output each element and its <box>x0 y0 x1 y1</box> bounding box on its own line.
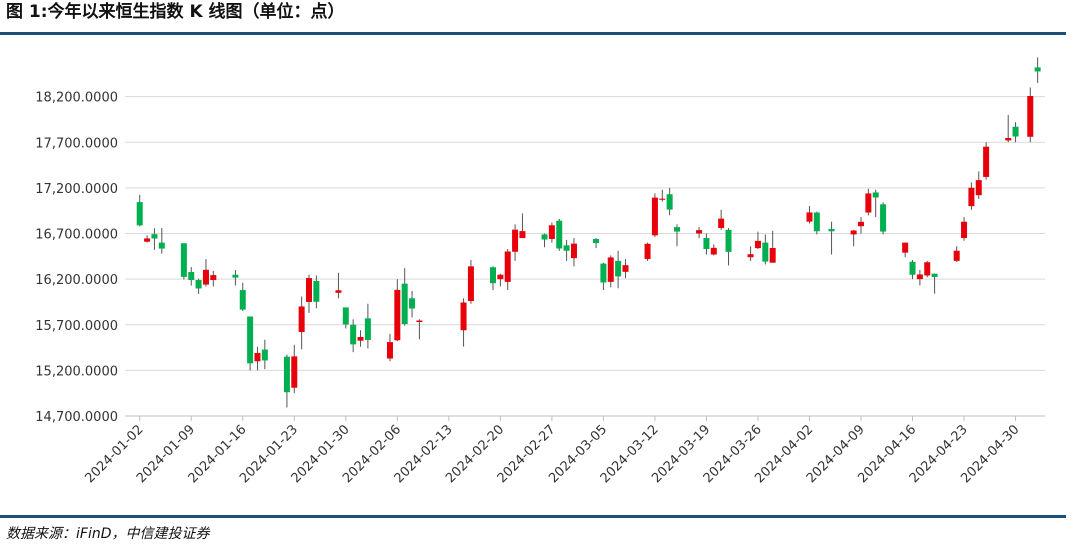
candle-body <box>357 336 364 341</box>
candle-body <box>416 320 423 323</box>
candle-body <box>497 274 504 280</box>
candle-body <box>651 197 658 236</box>
candle-body <box>593 238 600 243</box>
candle-body <box>1027 95 1034 137</box>
y-tick-label: 15,200.0000 <box>35 364 118 379</box>
footer-rule <box>0 515 1066 518</box>
candle-body <box>813 212 820 232</box>
candle-body <box>975 180 982 196</box>
candle-body <box>850 230 857 235</box>
candle-body <box>548 225 555 239</box>
y-tick-label: 16,200.0000 <box>35 273 118 288</box>
candle-body <box>924 262 931 276</box>
candle-body <box>703 238 710 250</box>
candle-body <box>335 290 342 293</box>
chart-title: 图 1:今年以来恒生指数 K 线图（单位：点） <box>6 1 345 22</box>
candle-body <box>674 227 680 232</box>
candle-body <box>460 302 467 331</box>
candle-body <box>880 204 887 232</box>
candle-body <box>519 231 526 239</box>
candle-body <box>828 228 835 232</box>
candle-body <box>512 229 519 252</box>
y-tick-label: 14,700.0000 <box>35 410 118 425</box>
y-tick-label: 15,700.0000 <box>35 319 118 334</box>
candle-body <box>350 324 357 345</box>
candle-body <box>188 272 195 281</box>
candle-body <box>210 275 217 281</box>
candle-body <box>394 289 401 341</box>
candle-body <box>570 243 577 259</box>
candle-body <box>254 352 261 362</box>
candle-body <box>961 221 968 239</box>
candle-body <box>232 274 239 278</box>
candle-body <box>180 243 187 277</box>
candle-body <box>291 356 298 388</box>
candle-body <box>747 254 754 258</box>
candle-body <box>858 221 864 227</box>
candle-body <box>983 146 990 177</box>
candle-body <box>931 273 938 277</box>
candle-body <box>902 242 909 253</box>
candle-body <box>968 187 975 207</box>
candle-body <box>1005 137 1012 141</box>
candle-body <box>239 290 246 310</box>
candle-body <box>202 269 209 285</box>
candle-body <box>364 318 371 340</box>
source-note: 数据来源：iFinD，中信建投证券 <box>6 526 210 542</box>
candle-body <box>467 266 474 302</box>
candle-body <box>644 243 651 260</box>
candle-body <box>504 251 511 282</box>
candle-body <box>600 263 607 283</box>
candle-body <box>872 192 879 198</box>
candle-body <box>563 245 570 251</box>
candle-body <box>659 198 666 200</box>
candle-body <box>261 349 268 361</box>
candle-body <box>806 212 813 222</box>
candle-body <box>151 234 158 239</box>
candle-body <box>313 280 320 302</box>
candle-body <box>725 229 732 252</box>
candle-body <box>247 316 254 364</box>
candle-body <box>769 248 776 263</box>
candle-body <box>710 247 717 255</box>
candle-body <box>409 298 416 309</box>
candle-body <box>754 240 761 249</box>
candle-body <box>615 260 622 277</box>
candle-body <box>401 283 408 325</box>
candle-body <box>953 250 960 261</box>
candle-body <box>1012 126 1019 137</box>
candle-body <box>1034 67 1041 72</box>
candle-body <box>144 238 151 242</box>
candle-body <box>718 218 725 229</box>
candle-body <box>865 193 872 213</box>
candle-body <box>556 220 563 249</box>
title-rule <box>0 32 1066 35</box>
y-tick-label: 16,700.0000 <box>35 228 118 243</box>
candle-body <box>909 261 916 275</box>
candle-body <box>541 234 548 240</box>
candle-body <box>490 267 496 284</box>
candle-body <box>283 356 290 393</box>
candle-body <box>666 194 673 210</box>
candle-body <box>158 242 165 249</box>
y-tick-label: 17,700.0000 <box>35 136 118 151</box>
candle-body <box>342 307 349 325</box>
candle-body <box>762 242 769 262</box>
candle-body <box>136 202 143 226</box>
y-tick-label: 17,200.0000 <box>35 182 118 197</box>
candle-body <box>306 278 312 302</box>
candle-body <box>622 265 629 272</box>
candle-body <box>195 280 202 289</box>
candle-body <box>916 274 923 280</box>
candle-body <box>696 230 703 234</box>
y-tick-label: 18,200.0000 <box>35 91 118 106</box>
candle-body <box>298 306 305 333</box>
candle-body <box>607 257 614 282</box>
candle-body <box>386 342 393 359</box>
